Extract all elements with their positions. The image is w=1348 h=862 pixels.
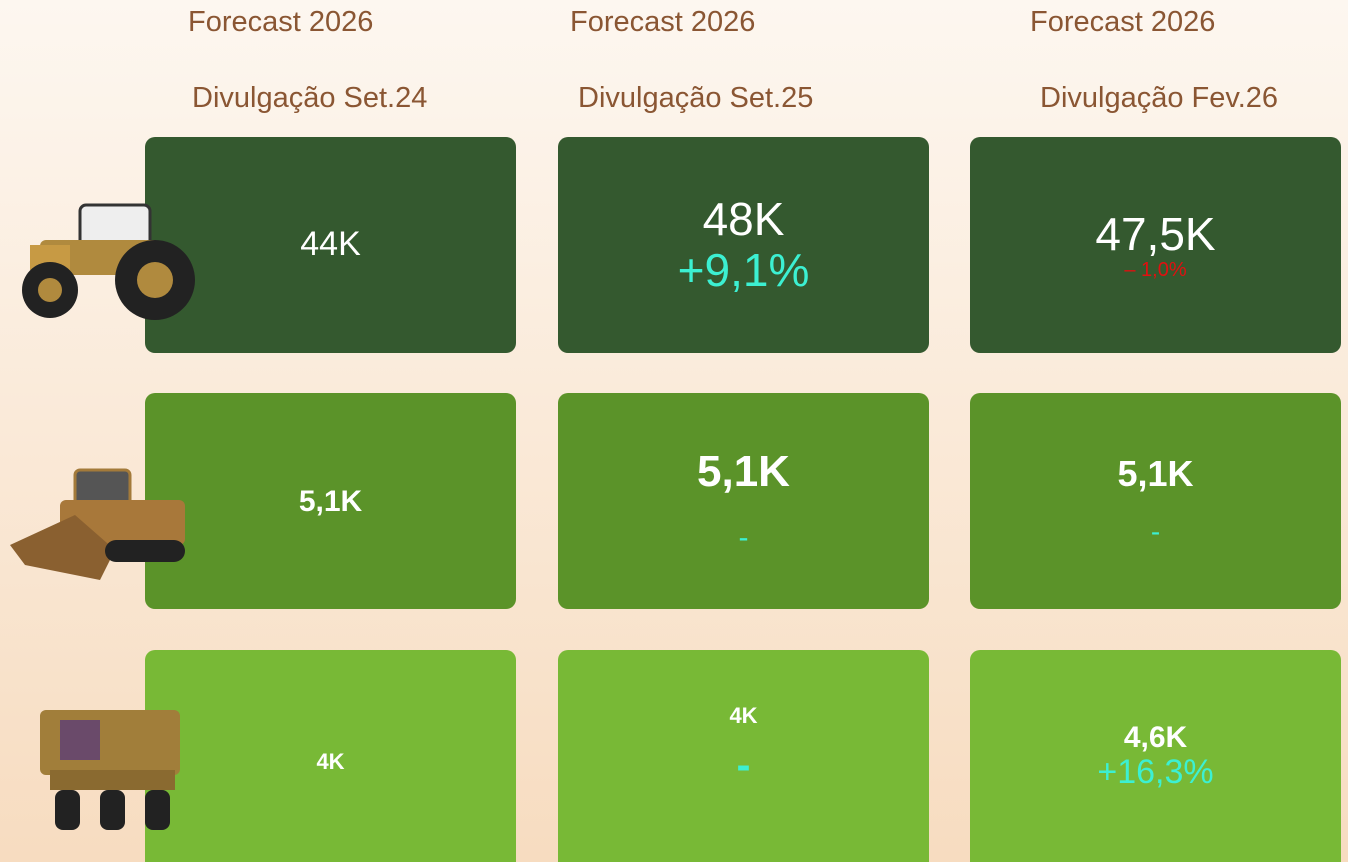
column-subtitle: Divulgação Set.24 [192, 82, 428, 114]
value: 44K [300, 225, 361, 264]
value: 48K [702, 193, 785, 246]
value: 5,1K [1117, 452, 1194, 494]
card: 4K [145, 650, 516, 862]
card: 4K - [558, 650, 929, 862]
card: 5,1K - [970, 393, 1341, 609]
card: 48K +9,1% [558, 137, 929, 353]
value: 4,6K [1123, 720, 1188, 754]
value: 5,1K [697, 447, 790, 497]
card: 5,1K - [558, 393, 929, 609]
change: - [1150, 516, 1161, 548]
column-subtitle: Divulgação Set.25 [578, 82, 814, 114]
value: 47,5K [1095, 207, 1216, 260]
tractor-icon [22, 203, 195, 320]
value: 5,1K [298, 484, 363, 518]
change: – 1,0% [1124, 259, 1187, 282]
column-subtitle: Divulgação Fev.26 [1040, 82, 1279, 114]
value: 4K [316, 748, 345, 774]
sprayer-icon [40, 710, 180, 830]
column-title: Forecast 2026 [1030, 6, 1216, 38]
change: - [736, 741, 751, 788]
column-title: Forecast 2026 [188, 6, 374, 38]
value: 4K [729, 702, 758, 728]
change: - [738, 520, 749, 554]
card: 4,6K +16,3% [970, 650, 1341, 862]
card: 5,1K [145, 393, 516, 609]
change: +9,1% [677, 244, 810, 296]
card: 47,5K – 1,0% [970, 137, 1341, 353]
harvester-icon [10, 468, 185, 580]
card: 44K [145, 137, 516, 353]
column-title: Forecast 2026 [570, 6, 756, 38]
change: +16,3% [1097, 752, 1214, 791]
